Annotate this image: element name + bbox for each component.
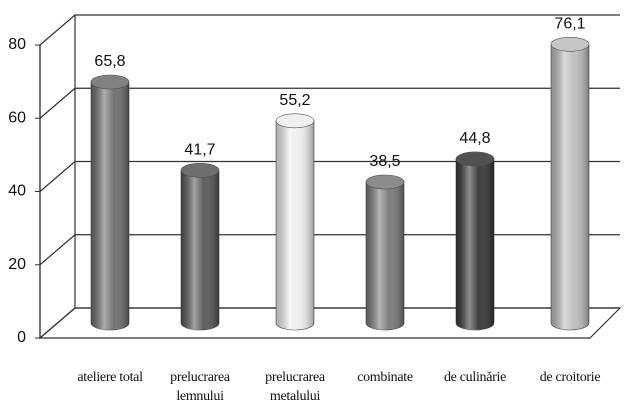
grid-line [39,160,620,192]
cylinder-top-shade [366,174,404,189]
x-tick-label: prelucrarea metalului [265,370,325,404]
grid-line [39,234,620,266]
cylinder-top-shade [91,75,129,90]
cylinder-top-shade [181,163,219,178]
cylinder-top [455,151,495,167]
cylinder-shine [456,158,494,330]
data-label: 41,7 [184,141,215,158]
data-label: 55,2 [279,92,310,109]
y-tick-label: 0 [17,329,26,346]
grid-line [39,307,620,339]
data-label: 76,1 [554,16,585,33]
cylinder-top-shade [456,151,494,166]
data-label: 38,5 [369,153,400,170]
x-tick-label: prelucrarea lemnului [170,370,230,404]
cylinder-top [180,162,220,178]
cylinder-shine [551,44,589,330]
cylinder-shine [91,82,129,330]
cylinder-top [550,36,590,52]
x-tick-label: combinate [357,370,413,385]
y-tick-label: 20 [8,256,26,273]
x-tick-label: de croitorie [539,370,601,385]
x-tick-label: de culinărie [443,370,507,385]
y-tick-label: 60 [8,109,26,126]
cylinder-shine [181,170,219,330]
cylinder-top-shade [276,113,314,128]
cylinder-top [90,74,130,90]
data-label: 44,8 [459,130,490,147]
cylinder-top [275,113,315,129]
y-tick-label: 40 [8,183,26,200]
cylinder-top [365,174,405,190]
x-tick-label: ateliere total [77,370,143,385]
grid-line [39,87,620,119]
cylinder-shine [276,120,314,330]
data-label: 65,8 [94,53,125,70]
cylinder-shine [366,181,404,330]
cylinder-top-shade [551,37,589,52]
y-tick-label: 80 [8,36,26,53]
grid-line [39,14,620,46]
